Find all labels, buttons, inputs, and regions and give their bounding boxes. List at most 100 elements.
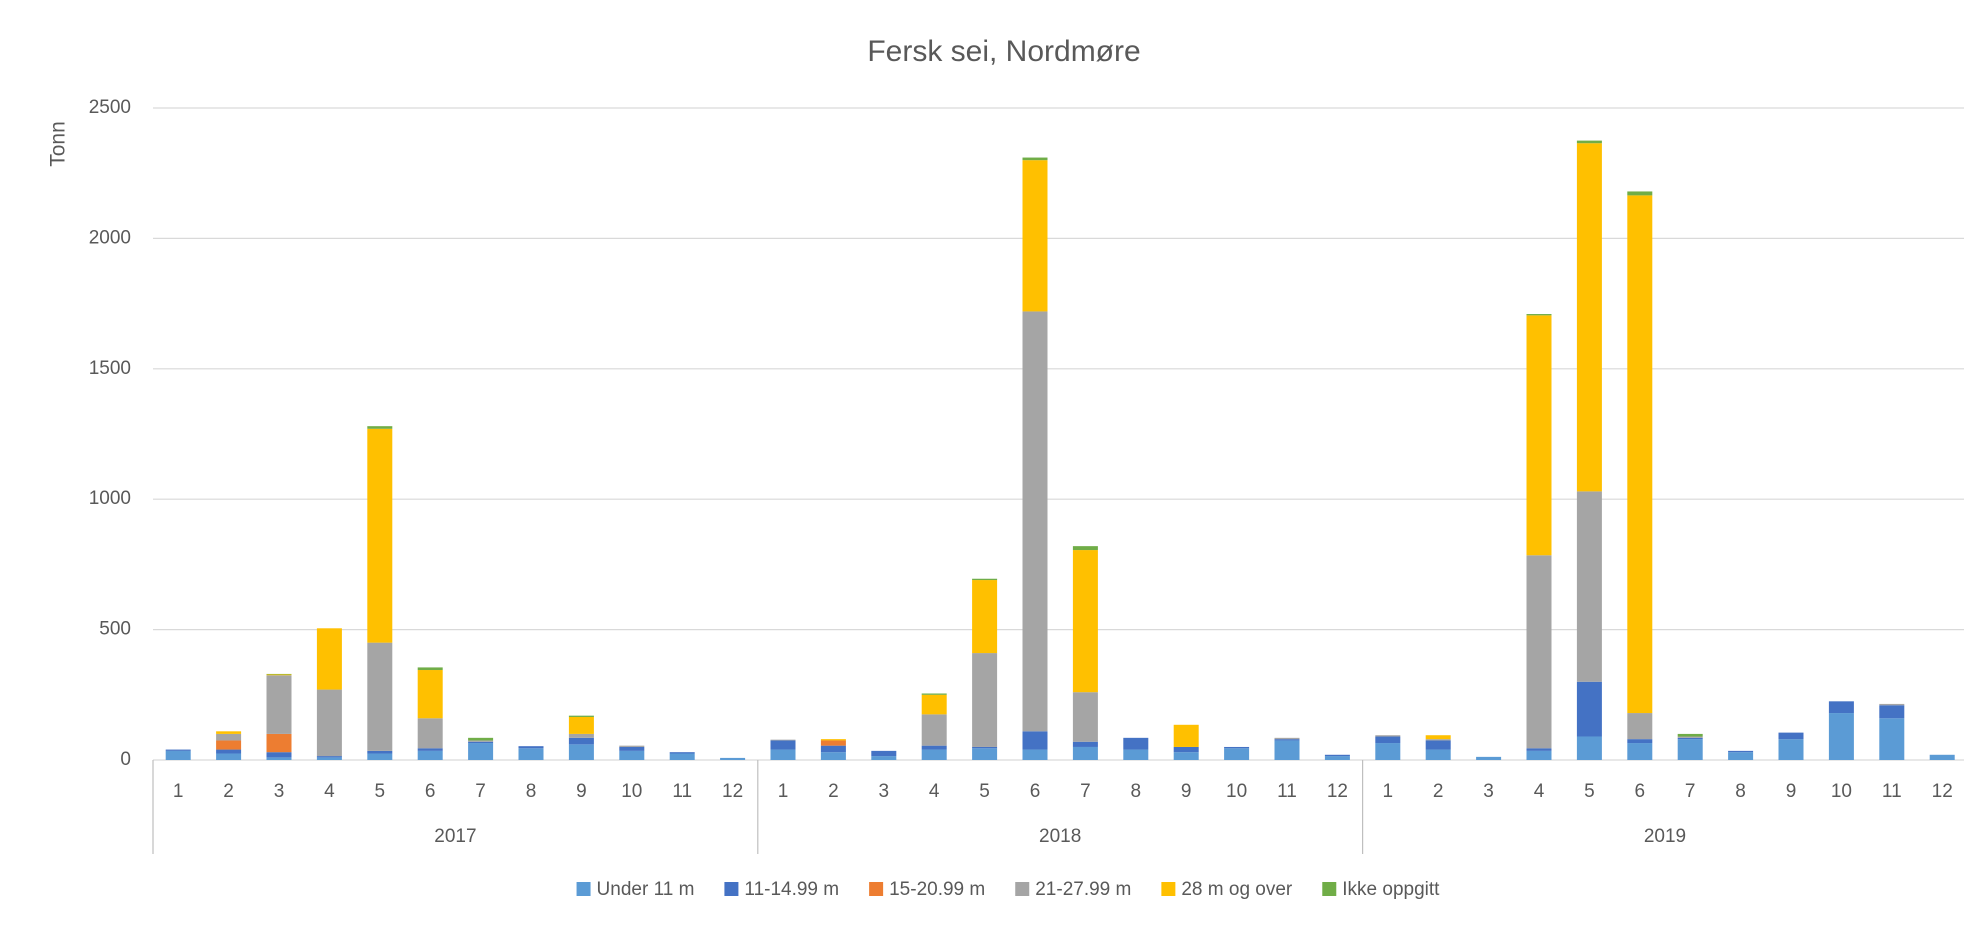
x-tick-label: 5 <box>979 781 990 802</box>
bar-segment <box>1677 737 1703 740</box>
legend-label: 21-27.99 m <box>1035 879 1131 900</box>
x-tick-label: 12 <box>1932 781 1953 802</box>
bar-segment <box>972 748 998 760</box>
bar-segment <box>1274 740 1300 760</box>
bar-segment <box>1627 191 1653 196</box>
legend-label: 15-20.99 m <box>889 879 985 900</box>
bar-segment <box>1526 750 1552 760</box>
bar-segment <box>468 741 494 744</box>
bar-segment <box>921 694 947 715</box>
bar-segment <box>669 752 695 754</box>
bar-segment <box>1022 311 1048 732</box>
bar-segment <box>266 673 292 675</box>
bar-segment <box>1022 731 1048 750</box>
x-tick-label: 3 <box>1483 781 1494 802</box>
x-tick-label: 6 <box>425 781 436 802</box>
x-tick-label: 12 <box>1327 781 1348 802</box>
x-tick-label: 6 <box>1030 781 1041 802</box>
bar-segment <box>619 745 645 747</box>
bar-segment <box>165 750 191 760</box>
bar-segment <box>1072 746 1098 760</box>
x-tick-label: 2 <box>223 781 234 802</box>
bar-segment <box>619 750 645 760</box>
bar-segment <box>1576 681 1602 737</box>
bar-segment <box>216 753 242 760</box>
bar-segment <box>1526 315 1552 556</box>
bar-segment <box>568 733 594 738</box>
bar-segment <box>468 743 494 760</box>
bar-segment <box>1476 756 1502 760</box>
bar-segment <box>1022 157 1048 161</box>
bar-segment <box>518 746 544 749</box>
legend-label: Under 11 m <box>597 879 695 900</box>
x-tick-label: 1 <box>1383 781 1394 802</box>
bar-segment <box>417 667 443 671</box>
x-tick-label: 4 <box>929 781 940 802</box>
bar-segment <box>1072 546 1098 551</box>
bar-segment <box>1677 736 1703 738</box>
x-tick-label: 8 <box>1735 781 1746 802</box>
bar-segment <box>1778 739 1804 760</box>
x-tick-label: 10 <box>621 781 642 802</box>
bar-segment <box>1879 718 1905 760</box>
x-tick-label: 4 <box>324 781 335 802</box>
bar-segment <box>770 740 796 750</box>
bar-segment <box>669 753 695 760</box>
bar-segment <box>1576 491 1602 682</box>
bar-segment <box>1526 314 1552 316</box>
x-tick-label: 7 <box>1685 781 1696 802</box>
x-tick-label: 9 <box>1181 781 1192 802</box>
bar-segment <box>1123 749 1149 760</box>
bar-segment <box>1879 703 1905 706</box>
bar-segment <box>216 740 242 750</box>
bar-segment <box>216 733 242 741</box>
legend-swatch <box>869 882 884 896</box>
bar-segment <box>921 745 947 750</box>
bar-segment <box>468 740 494 742</box>
x-tick-label: 5 <box>1584 781 1595 802</box>
bar-segment <box>1728 750 1754 753</box>
bar-segment <box>1072 741 1098 747</box>
bar-segment <box>820 739 846 741</box>
bar-segment <box>417 718 443 749</box>
bar-segment <box>921 693 947 695</box>
bar-segment <box>417 750 443 760</box>
x-tick-label: 2 <box>828 781 839 802</box>
x-tick-label: 3 <box>879 781 890 802</box>
bar-segment <box>417 670 443 719</box>
bar-segment <box>1022 160 1048 312</box>
bar-segment <box>1526 748 1552 751</box>
group-label: 2018 <box>1039 826 1081 847</box>
bar-segment <box>1828 713 1854 760</box>
bar-segment <box>1425 735 1451 740</box>
x-tick-label: 2 <box>1433 781 1444 802</box>
x-tick-label: 1 <box>778 781 789 802</box>
bar-segment <box>820 752 846 760</box>
bar-segment <box>1677 739 1703 760</box>
bar-segment <box>921 714 947 746</box>
bar-segment <box>1576 143 1602 492</box>
bar-segment <box>871 756 897 760</box>
bar-segment <box>1375 735 1401 737</box>
bar-segment <box>972 746 998 749</box>
bar-segment <box>820 740 846 746</box>
bar-segment <box>518 748 544 760</box>
bar-segment <box>1375 736 1401 744</box>
bar-segment <box>1828 701 1854 714</box>
bar-segment <box>1879 705 1905 719</box>
bar-segment <box>1627 195 1653 714</box>
bar-segment <box>1324 756 1350 760</box>
y-tick-label: 1500 <box>89 358 131 379</box>
bar-segment <box>1375 743 1401 760</box>
bar-segment <box>1173 752 1199 760</box>
bar-segment <box>1929 754 1955 760</box>
chart-title: Fersk sei, Nordmøre <box>867 35 1140 68</box>
bar-segment <box>1425 749 1451 760</box>
bar-segment <box>972 580 998 654</box>
bar-segment <box>316 689 342 757</box>
x-tick-label: 8 <box>526 781 537 802</box>
legend-label: 11-14.99 m <box>744 879 839 900</box>
bar-segment <box>1274 737 1300 740</box>
bar-segment <box>1173 724 1199 747</box>
group-label: 2019 <box>1644 826 1686 847</box>
